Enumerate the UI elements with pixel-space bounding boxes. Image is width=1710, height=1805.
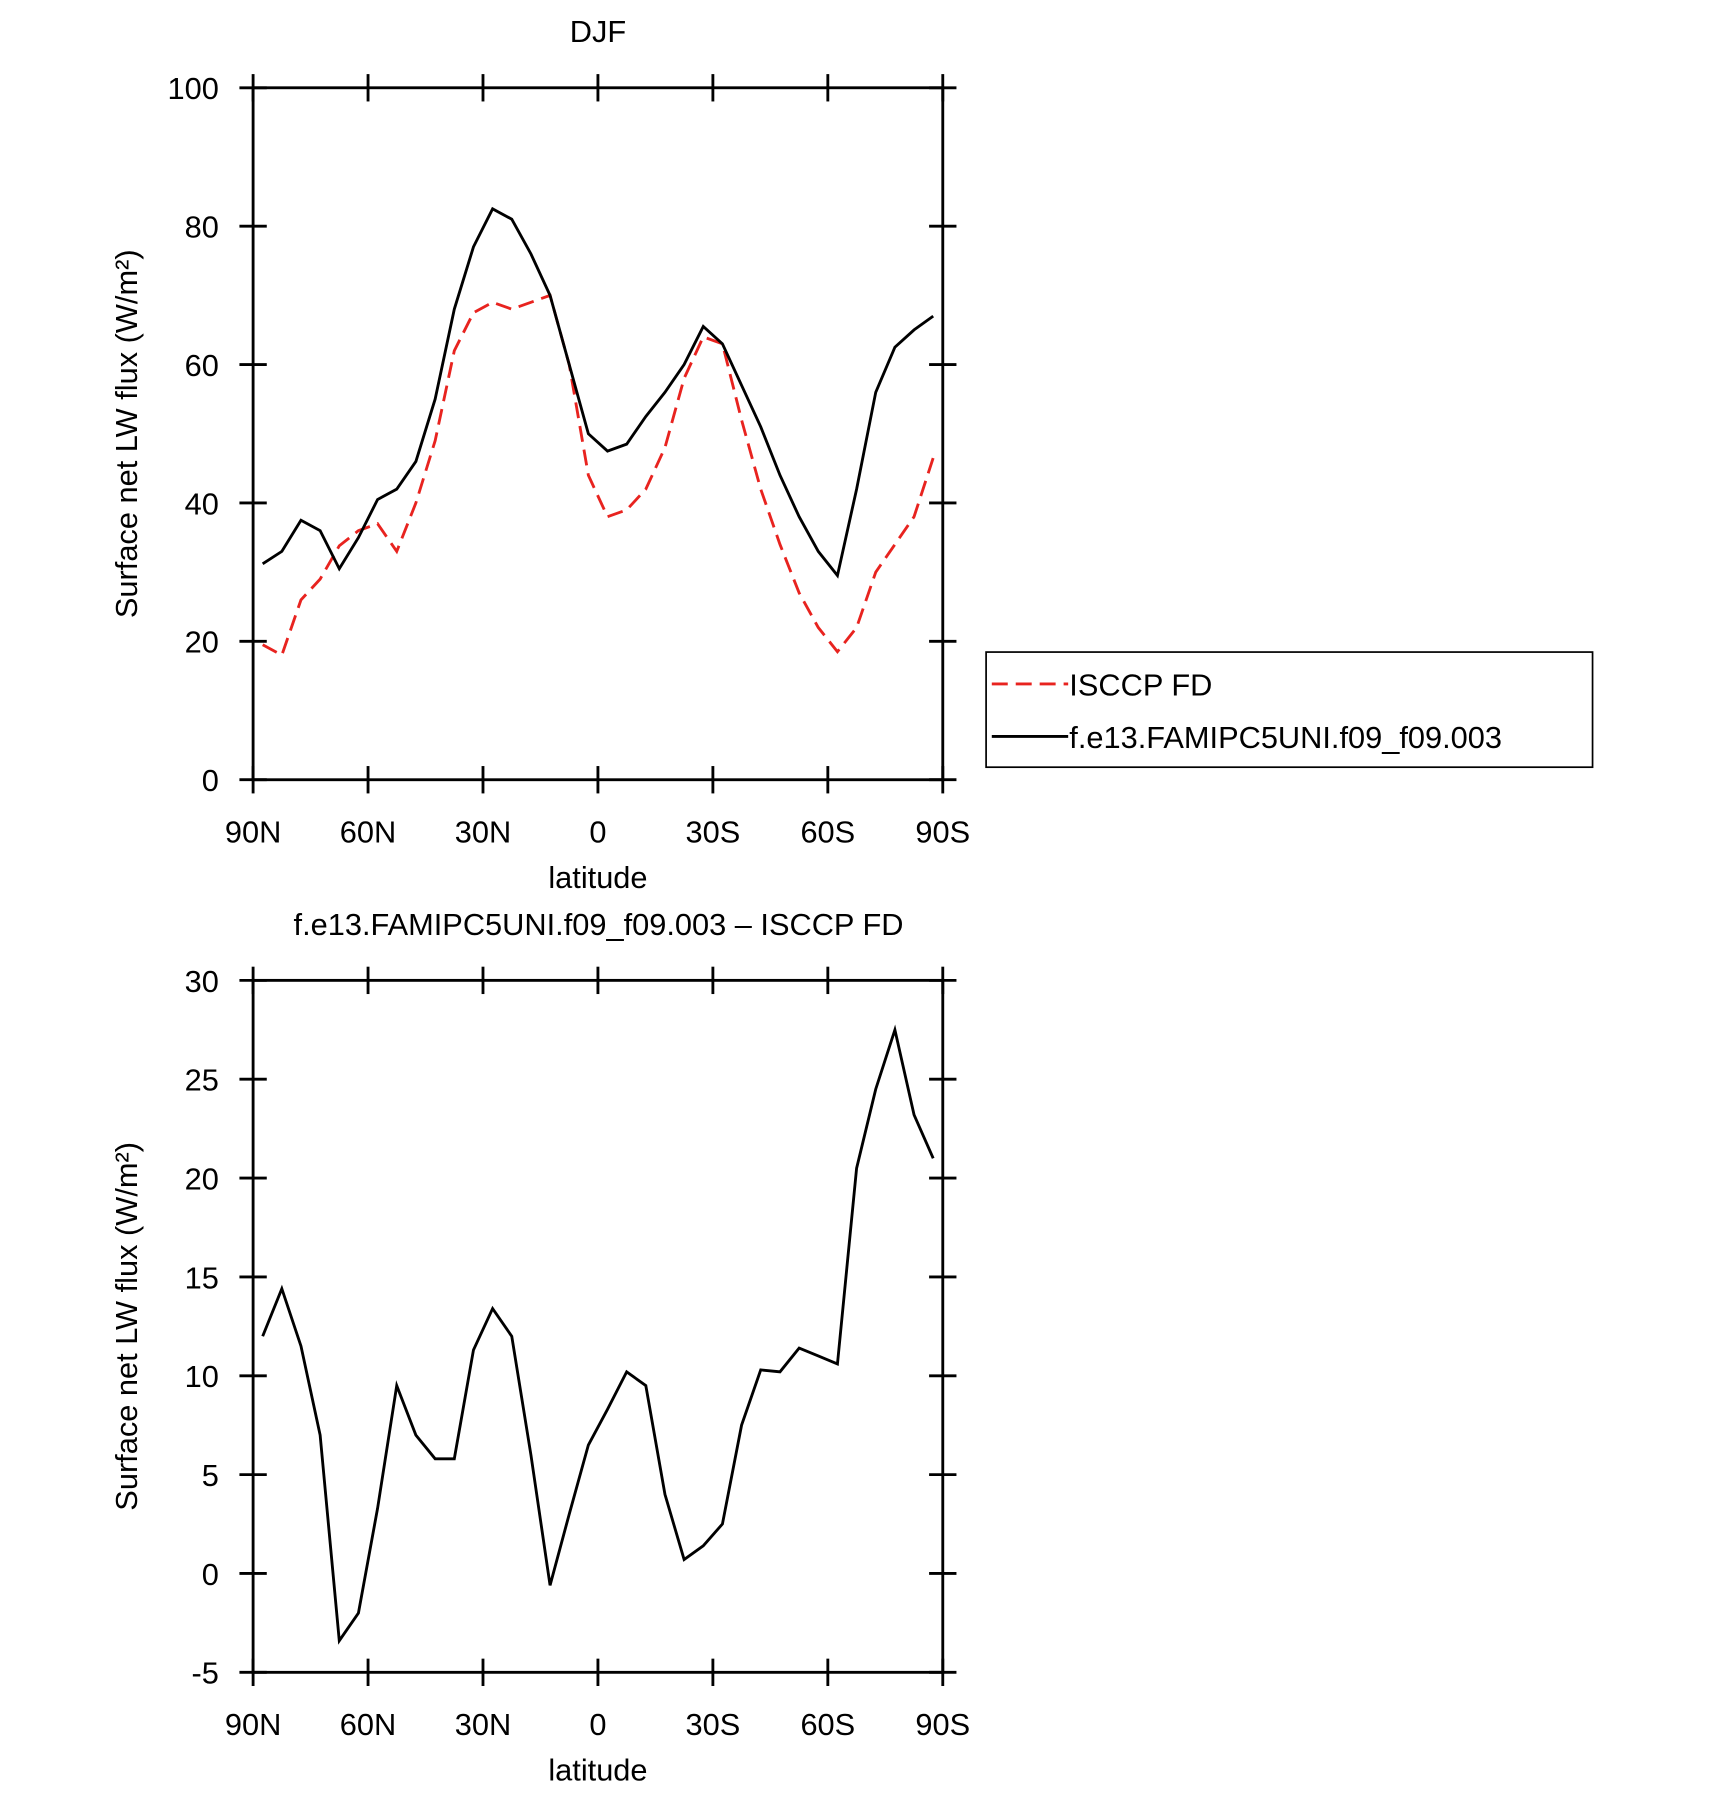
x-tick-label: 60S bbox=[800, 814, 855, 849]
data-line bbox=[261, 206, 935, 579]
x-tick-label: 90S bbox=[915, 1707, 970, 1742]
y-tick-label: 100 bbox=[168, 71, 219, 106]
y-tick-label: 0 bbox=[202, 1557, 219, 1592]
x-tick-label: 0 bbox=[589, 814, 606, 849]
legend-label: ISCCP FD bbox=[1069, 667, 1212, 702]
y-tick-label: 40 bbox=[185, 486, 219, 521]
x-tick-label: 60N bbox=[340, 1707, 396, 1742]
y-axis-label: Surface net LW flux (W/m²) bbox=[109, 1142, 144, 1511]
y-tick-label: 25 bbox=[185, 1063, 219, 1098]
y-tick-label: 5 bbox=[202, 1458, 219, 1493]
chart-title: DJF bbox=[570, 14, 626, 49]
y-tick-label: -5 bbox=[192, 1656, 219, 1691]
y-tick-label: 60 bbox=[185, 348, 219, 383]
legend-label: f.e13.FAMIPC5UNI.f09_f09.003 bbox=[1069, 720, 1502, 755]
chart-title: f.e13.FAMIPC5UNI.f09_f09.003 – ISCCP FD bbox=[294, 907, 904, 942]
x-axis-label: latitude bbox=[548, 860, 647, 895]
x-tick-label: 60S bbox=[800, 1707, 855, 1742]
x-tick-label: 90S bbox=[915, 814, 970, 849]
y-tick-label: 0 bbox=[202, 763, 219, 798]
x-tick-label: 30S bbox=[686, 814, 741, 849]
x-tick-label: 30S bbox=[686, 1707, 741, 1742]
data-line bbox=[261, 293, 935, 658]
y-tick-label: 30 bbox=[185, 964, 219, 999]
x-tick-label: 90N bbox=[225, 814, 281, 849]
plot-frame bbox=[251, 86, 945, 782]
legend-box bbox=[985, 651, 1594, 769]
y-tick-label: 15 bbox=[185, 1260, 219, 1295]
x-tick-label: 0 bbox=[589, 1707, 606, 1742]
y-axis-label: Surface net LW flux (W/m²) bbox=[109, 249, 144, 618]
y-tick-label: 20 bbox=[185, 1161, 219, 1196]
x-tick-label: 30N bbox=[455, 814, 511, 849]
y-tick-label: 10 bbox=[185, 1359, 219, 1394]
x-axis-label: latitude bbox=[548, 1753, 647, 1788]
x-tick-label: 30N bbox=[455, 1707, 511, 1742]
x-tick-label: 60N bbox=[340, 814, 396, 849]
x-tick-label: 90N bbox=[225, 1707, 281, 1742]
y-tick-label: 80 bbox=[185, 210, 219, 245]
data-line bbox=[261, 1024, 935, 1645]
y-tick-label: 20 bbox=[185, 625, 219, 660]
plot-frame bbox=[251, 978, 945, 1674]
